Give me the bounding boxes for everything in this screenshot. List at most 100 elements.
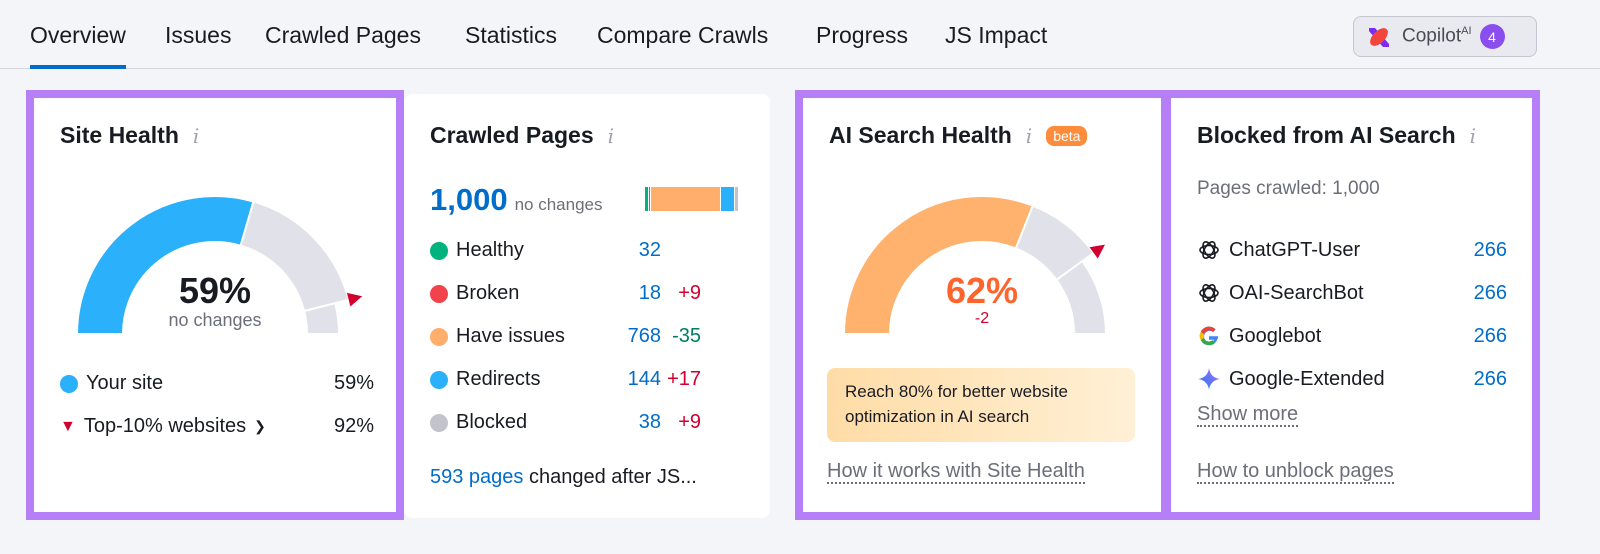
- status-dot-icon: [430, 370, 448, 389]
- gauge-marker-icon: [346, 292, 363, 307]
- stack-segment: [720, 187, 735, 211]
- info-icon[interactable]: i: [607, 123, 615, 148]
- unblock-link-wrap: How to unblock pages: [1197, 460, 1394, 484]
- stack-segment: [734, 187, 739, 211]
- site-health-gauge: [75, 195, 363, 335]
- ai-health-gauge: [842, 195, 1108, 335]
- copilot-button[interactable]: CopilotAI 4: [1353, 16, 1537, 57]
- bot-name: Googlebot: [1229, 324, 1322, 347]
- crawled-total: 1,000 no changes: [430, 182, 603, 217]
- legend-top10[interactable]: ▼ Top-10% websites ❯ 92%: [60, 415, 374, 437]
- tab-overview[interactable]: Overview: [30, 22, 126, 69]
- row-label: Have issues: [456, 325, 565, 347]
- how-to-unblock-link[interactable]: How to unblock pages: [1197, 460, 1394, 484]
- pages-crawled: Pages crawled: 1,000: [1197, 178, 1380, 199]
- row-label: Broken: [456, 282, 520, 304]
- info-icon[interactable]: i: [1025, 123, 1033, 148]
- gemini-icon: [1197, 367, 1221, 391]
- crawled-stack-bar: [645, 187, 739, 211]
- row-value[interactable]: 144: [627, 368, 661, 390]
- legend-your-site: Your site 59%: [60, 372, 374, 395]
- ai-health-value: 62%: [945, 270, 1019, 311]
- status-dot-icon: [430, 413, 448, 432]
- info-icon[interactable]: i: [1469, 123, 1477, 148]
- stack-segment: [651, 187, 721, 211]
- stack-segment: [645, 187, 649, 211]
- ai-health-link-wrap: How it works with Site Health: [827, 460, 1085, 484]
- row-label: Blocked: [456, 411, 528, 433]
- tab-statistics[interactable]: Statistics: [465, 22, 558, 48]
- crawled-pages-card: Crawled Pages i 1,000 no changes Healthy 32…: [404, 94, 770, 518]
- stack-segment: [648, 187, 652, 211]
- bot-name: Google-Extended: [1229, 367, 1385, 390]
- blocked-row: Google-Extended 266: [1197, 367, 1507, 391]
- gauge-rest-arc: [239, 200, 350, 313]
- gauge-remaining-arc: [1055, 259, 1108, 335]
- tab-crawled-pages[interactable]: Crawled Pages: [265, 22, 421, 48]
- row-delta: +9: [678, 282, 701, 304]
- row-label: Healthy: [456, 239, 524, 261]
- blocked-row: ChatGPT-User 266: [1197, 238, 1507, 262]
- crawled-row-broken[interactable]: Broken 18 +9: [430, 282, 701, 305]
- bot-blocked-count[interactable]: 266: [1473, 367, 1507, 390]
- row-delta: -35: [672, 325, 701, 347]
- tab-progress[interactable]: Progress: [816, 22, 909, 48]
- ai-health-delta: -2: [974, 310, 990, 327]
- blocked-title: Blocked from AI Search i: [1197, 122, 1477, 148]
- copilot-label: CopilotAI: [1402, 25, 1472, 47]
- bot-name: OAI-SearchBot: [1229, 281, 1364, 304]
- show-more-link[interactable]: Show more: [1197, 403, 1299, 427]
- tab-issues[interactable]: Issues: [165, 22, 232, 48]
- how-it-works-link[interactable]: How it works with Site Health: [827, 460, 1085, 484]
- changed-pages-link[interactable]: 593 pages: [430, 466, 524, 488]
- crawled-row-blocked[interactable]: Blocked 38 +9: [430, 411, 701, 434]
- bot-blocked-count[interactable]: 266: [1473, 238, 1507, 261]
- crawled-total-link[interactable]: 1,000: [430, 182, 508, 217]
- row-delta: +9: [678, 411, 701, 433]
- row-value[interactable]: 38: [638, 411, 661, 433]
- crawled-row-redirects[interactable]: Redirects 144 +17: [430, 368, 701, 391]
- gauge-remaining-arc: [302, 301, 341, 335]
- bot-blocked-count[interactable]: 266: [1473, 281, 1507, 304]
- tab-bar: Overview Issues Crawled Pages Statistics…: [0, 0, 1600, 69]
- crawled-pages-title: Crawled Pages i: [430, 122, 615, 148]
- bot-name: ChatGPT-User: [1229, 238, 1361, 261]
- copilot-count-badge: 4: [1479, 24, 1505, 49]
- tab-js-impact[interactable]: JS Impact: [945, 22, 1048, 48]
- site-health-value: 59%: [178, 270, 252, 311]
- status-dot-icon: [430, 284, 448, 303]
- tab-compare-crawls[interactable]: Compare Crawls: [597, 22, 769, 48]
- blocked-ai-card: Blocked from AI Search i Pages crawled: 1…: [1163, 90, 1540, 520]
- openai-icon: [1197, 238, 1221, 262]
- ai-search-health-card: AI Search Health i beta 62% -2 Reach 80% f…: [795, 90, 1169, 520]
- row-delta: +17: [667, 368, 701, 390]
- site-health-title: Site Health i: [60, 122, 200, 148]
- site-health-sub: no changes: [168, 310, 262, 330]
- blocked-row: OAI-SearchBot 266: [1197, 281, 1507, 305]
- gauge-fill-arc: [75, 195, 255, 335]
- row-label: Redirects: [456, 368, 541, 390]
- row-value[interactable]: 768: [627, 325, 661, 347]
- chevron-down-icon[interactable]: ❯: [254, 418, 266, 434]
- blue-dot-icon: [60, 374, 78, 393]
- js-changes-note: 593 pages changed after JS...: [430, 466, 697, 488]
- status-dot-icon: [430, 241, 448, 260]
- google-icon: [1197, 324, 1221, 348]
- blocked-row: Googlebot 266: [1197, 324, 1507, 348]
- ai-health-title: AI Search Health i beta: [829, 122, 1088, 149]
- crawled-row-have-issues[interactable]: Have issues 768 -35: [430, 325, 701, 348]
- gauge-marker-icon: [1089, 244, 1105, 259]
- beta-badge: beta: [1046, 125, 1088, 146]
- row-value[interactable]: 18: [638, 282, 661, 304]
- info-icon[interactable]: i: [192, 123, 200, 148]
- row-value[interactable]: 32: [638, 239, 661, 261]
- copilot-icon: [1369, 27, 1389, 47]
- gauge-fill-arc: [842, 195, 1035, 335]
- bot-blocked-count[interactable]: 266: [1473, 324, 1507, 347]
- triangle-down-icon: ▼: [60, 417, 76, 435]
- show-more-wrap: Show more: [1197, 403, 1299, 427]
- status-dot-icon: [430, 327, 448, 346]
- crawled-row-healthy[interactable]: Healthy 32: [430, 239, 701, 262]
- site-health-card: Site Health i 59% no changes Your site 59%…: [26, 90, 404, 520]
- openai-icon: [1197, 281, 1221, 305]
